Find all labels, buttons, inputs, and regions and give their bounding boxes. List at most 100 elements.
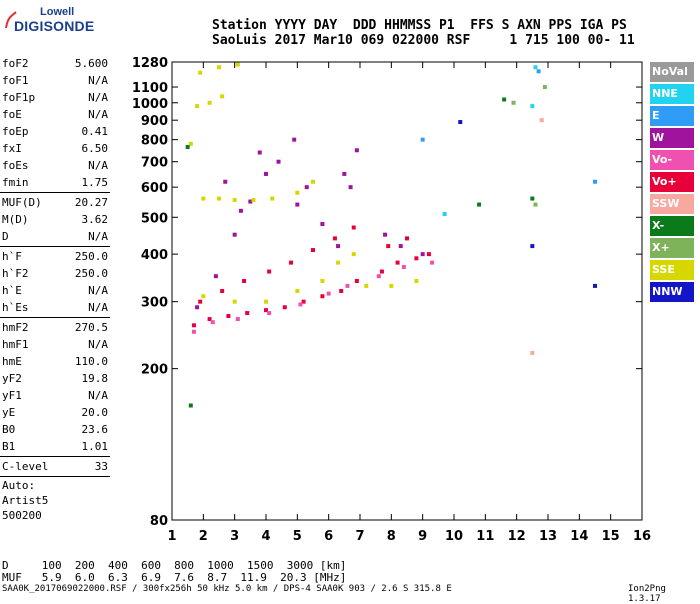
data-point: [188, 141, 193, 146]
param-value: 270.5: [74, 321, 108, 334]
polarization-legend: NoVal NNE E W Vo- Vo+ SSW X- X+ SSE NNW: [650, 62, 694, 304]
data-point: [191, 329, 196, 334]
param-value: 20.27: [74, 196, 108, 209]
param-divider: [0, 476, 110, 477]
legend-item: E: [650, 106, 694, 126]
y-tick-label: 1100: [132, 81, 168, 96]
legend-item: Vo-: [650, 150, 694, 170]
legend-item: NNW: [650, 282, 694, 302]
data-point: [191, 323, 196, 328]
param-key: foE: [2, 108, 22, 121]
x-tick-label: 10: [445, 529, 463, 544]
param-row: yF1 N/A: [0, 387, 110, 404]
param-key: yE: [2, 406, 16, 419]
param-key: yF2: [2, 372, 22, 385]
param-row: h`F 250.0: [0, 248, 110, 265]
data-point: [354, 148, 359, 153]
param-value: N/A: [88, 91, 108, 104]
param-key: hmF1: [2, 338, 29, 351]
data-point: [398, 244, 403, 249]
data-point: [276, 159, 281, 164]
data-point: [311, 179, 315, 184]
x-tick-label: 9: [418, 529, 427, 544]
param-key: foF1: [2, 74, 29, 87]
param-row: fxI 6.50: [0, 140, 110, 157]
logo-line1: Lowell: [40, 6, 75, 18]
auto-scaling-label: Artist5: [2, 494, 49, 507]
legend-item: NNE: [650, 84, 694, 104]
param-key: h`F2: [2, 267, 29, 280]
y-tick-label: 80: [150, 514, 168, 529]
data-point: [295, 202, 300, 207]
data-point: [336, 244, 341, 249]
param-key: foF1p: [2, 91, 36, 104]
data-point: [188, 403, 193, 408]
param-row: h`F2 250.0: [0, 265, 110, 282]
data-point: [326, 291, 331, 296]
legend-item: W: [650, 128, 694, 148]
param-row: fmin 1.75: [0, 174, 110, 191]
data-point: [257, 150, 262, 155]
data-point: [530, 196, 535, 201]
data-point: [198, 70, 203, 75]
y-tick-label: 700: [141, 156, 168, 171]
data-point: [477, 202, 482, 207]
data-point: [320, 222, 325, 227]
data-point: [295, 289, 300, 293]
data-point: [405, 236, 409, 241]
data-point: [542, 85, 547, 90]
data-point: [223, 179, 228, 184]
data-point: [539, 118, 544, 123]
x-tick-label: 8: [387, 529, 396, 544]
data-point: [320, 294, 325, 299]
param-row: hmF1 N/A: [0, 336, 110, 353]
data-point: [292, 137, 297, 142]
param-row: foE N/A: [0, 106, 110, 123]
data-point: [345, 283, 350, 288]
param-key: fmin: [2, 176, 29, 189]
data-point: [232, 232, 237, 237]
data-point: [304, 185, 309, 190]
x-tick-label: 3: [230, 529, 239, 544]
data-point: [242, 278, 247, 283]
data-point: [235, 62, 240, 67]
data-point: [201, 196, 206, 201]
data-point: [217, 65, 221, 70]
param-row: h`Es N/A: [0, 299, 110, 316]
data-point: [217, 196, 221, 201]
x-tick-label: 2: [199, 529, 208, 544]
param-value: N/A: [88, 74, 108, 87]
data-point: [270, 196, 275, 201]
data-point: [207, 100, 212, 105]
x-tick-label: 1: [167, 529, 176, 544]
param-key: foEp: [2, 125, 29, 138]
param-value: 19.8: [81, 372, 109, 385]
param-value: 23.6: [81, 423, 109, 436]
legend-item: SSW: [650, 194, 694, 214]
param-value: 110.0: [74, 355, 108, 368]
auto-scaling-label: Auto:: [2, 479, 36, 492]
muf-table: D 100 200 400 600 800 1000 1500 3000 [km…: [2, 560, 346, 584]
data-point: [232, 299, 237, 304]
param-row: hmE 110.0: [0, 353, 110, 370]
data-point: [235, 317, 240, 322]
param-value: 20.0: [81, 406, 109, 419]
y-tick-label: 500: [141, 211, 168, 226]
param-row: hmF2 270.5: [0, 319, 110, 336]
data-point: [376, 274, 381, 279]
logo-wave-icon: [5, 11, 17, 29]
y-tick-label: 400: [141, 248, 168, 263]
param-key: fxI: [2, 142, 22, 155]
data-point: [267, 311, 272, 316]
x-tick-label: 14: [570, 529, 588, 544]
param-row: B0 23.6: [0, 421, 110, 438]
param-key: h`Es: [2, 301, 29, 314]
data-point: [198, 299, 203, 304]
param-divider: [0, 192, 110, 193]
param-row: h`E N/A: [0, 282, 110, 299]
data-point: [511, 100, 516, 105]
data-point: [383, 232, 388, 237]
data-point: [282, 305, 287, 310]
param-row: foEp 0.41: [0, 123, 110, 140]
